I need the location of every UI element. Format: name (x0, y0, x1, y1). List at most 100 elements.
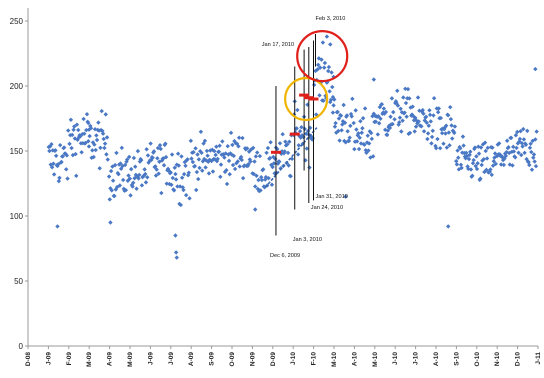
data-point (228, 130, 234, 136)
data-point (456, 155, 461, 160)
data-point (132, 176, 137, 181)
data-point (68, 117, 74, 123)
data-point (179, 175, 185, 180)
data-point (261, 167, 266, 172)
data-point (102, 141, 108, 146)
data-point (476, 151, 482, 156)
x-tick-label: A-09 (107, 352, 114, 366)
data-point (252, 184, 258, 189)
data-point (118, 161, 123, 166)
data-point (187, 196, 192, 201)
data-point (226, 158, 232, 164)
data-point (88, 126, 94, 131)
data-point (252, 159, 257, 164)
data-point (285, 142, 290, 147)
data-point (504, 138, 510, 143)
data-point (271, 161, 277, 166)
data-point (511, 149, 517, 154)
data-point (443, 123, 449, 128)
data-point (112, 162, 118, 168)
data-point (217, 143, 222, 148)
data-point (333, 120, 338, 126)
data-point (464, 150, 469, 156)
data-point (98, 145, 103, 150)
annotation-label: Jan 17, 2010 (262, 42, 294, 48)
data-point (119, 145, 125, 151)
data-point (128, 193, 133, 198)
data-point (425, 136, 430, 142)
data-point (490, 145, 495, 150)
data-point (108, 168, 114, 174)
data-point (509, 149, 515, 154)
data-point (387, 125, 393, 131)
data-point (459, 165, 464, 171)
x-tick-label: F-09 (66, 352, 73, 366)
data-point (388, 114, 393, 119)
data-point (92, 142, 97, 147)
data-point (530, 138, 535, 144)
data-point (94, 137, 100, 143)
data-point (120, 177, 126, 183)
data-point (385, 132, 390, 138)
x-tick-label: J-10 (392, 352, 399, 365)
data-point (326, 68, 331, 74)
data-point (317, 65, 323, 70)
data-point (527, 162, 532, 168)
data-point (104, 152, 109, 157)
data-point (215, 156, 220, 162)
data-point (99, 108, 104, 114)
data-point (230, 162, 236, 168)
annotation-label: Jan 3, 2010 (293, 237, 322, 243)
data-point (155, 156, 160, 161)
data-point (143, 180, 149, 185)
data-point (475, 161, 480, 166)
x-tick-label: N-10 (494, 352, 501, 366)
data-point (503, 153, 509, 159)
outlier-point (343, 194, 348, 199)
data-point (346, 138, 352, 144)
data-point (379, 102, 385, 107)
data-point (501, 162, 507, 168)
data-point (358, 118, 363, 124)
data-point (139, 157, 144, 163)
annotation-label: Dec 6, 2009 (270, 253, 300, 259)
data-point (413, 115, 418, 121)
data-point (87, 133, 92, 139)
data-point (326, 64, 332, 70)
data-point (287, 139, 292, 144)
data-point (413, 124, 419, 129)
data-point (441, 126, 447, 132)
data-point (232, 166, 238, 172)
data-point (335, 109, 340, 115)
data-point (86, 120, 91, 126)
annotation-label: Jan 24, 2010 (311, 205, 343, 211)
data-point (164, 181, 169, 186)
x-tick-label: J-10 (413, 352, 420, 365)
data-point (437, 145, 443, 151)
data-point (176, 163, 181, 168)
data-point (400, 118, 405, 123)
data-point (399, 129, 404, 134)
data-point (322, 65, 327, 70)
data-point (154, 167, 159, 172)
data-point (118, 166, 124, 171)
data-point (122, 162, 128, 168)
data-point (108, 186, 113, 191)
data-point (86, 144, 92, 149)
data-point (395, 103, 401, 108)
data-point (93, 147, 98, 153)
data-point (345, 129, 350, 134)
data-point (112, 193, 117, 199)
data-point (254, 150, 260, 155)
data-point (404, 114, 409, 119)
data-point (135, 148, 141, 154)
data-point (467, 152, 472, 158)
y-tick-label: 150 (10, 147, 24, 156)
data-point (175, 151, 181, 156)
data-point (441, 141, 446, 146)
x-tick-label: F-10 (311, 352, 318, 366)
data-point (341, 102, 346, 108)
data-point (280, 131, 285, 137)
data-point (83, 140, 88, 146)
